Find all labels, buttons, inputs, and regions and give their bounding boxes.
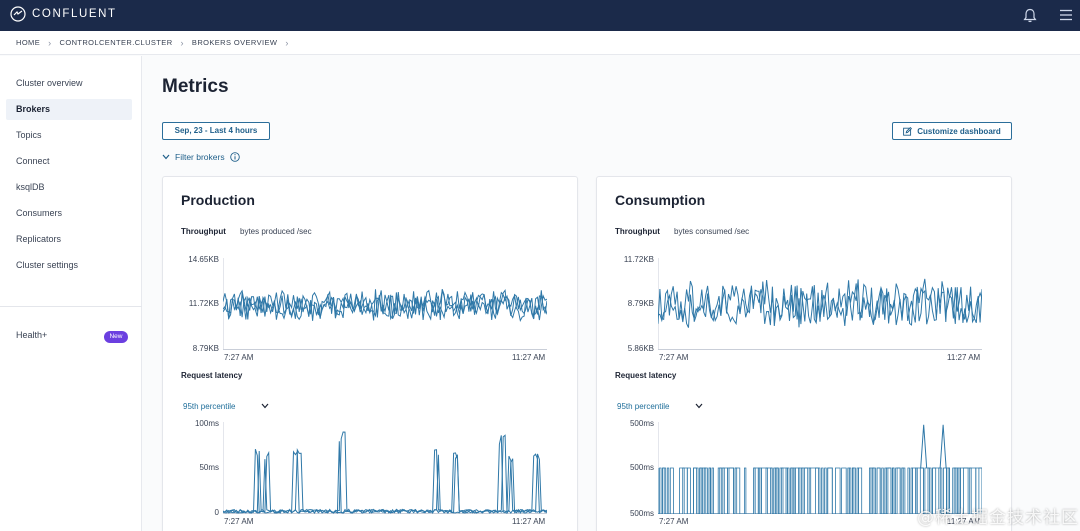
- consumption-throughput-sub: bytes consumed /sec: [674, 227, 750, 236]
- production-throughput-chart: [223, 258, 547, 350]
- sidebar-item-connect[interactable]: Connect: [16, 156, 50, 166]
- sidebar-item-consumers[interactable]: Consumers: [16, 208, 63, 218]
- consumption-latency-label: Request latency: [615, 371, 677, 380]
- chevron-down-icon: [162, 154, 170, 160]
- series-line: [223, 434, 547, 514]
- x-tick-label: 11:27 AM: [947, 353, 981, 362]
- y-tick-label: 0: [214, 508, 219, 517]
- y-tick-label: 500ms: [629, 509, 654, 518]
- production-card: Production Throughput bytes produced /se…: [162, 176, 578, 531]
- sidebar-item-cluster-overview[interactable]: Cluster overview: [16, 78, 83, 88]
- series-line: [658, 467, 982, 514]
- filter-brokers-toggle[interactable]: Filter brokers: [162, 152, 240, 162]
- sidebar-item-brokers[interactable]: Brokers: [6, 99, 132, 120]
- filter-brokers-label: Filter brokers: [175, 152, 225, 162]
- sidebar-item-ksqldb[interactable]: ksqlDB: [16, 182, 45, 192]
- series-line: [223, 288, 547, 322]
- chevron-right-icon: ›: [180, 37, 184, 48]
- new-badge: New: [104, 331, 128, 343]
- y-tick-label: 500ms: [629, 419, 654, 428]
- consumption-card: Consumption Throughput bytes consumed /s…: [596, 176, 1012, 531]
- breadcrumb-brokers-overview[interactable]: BROKERS OVERVIEW: [191, 38, 278, 47]
- production-throughput-sub: bytes produced /sec: [240, 227, 312, 236]
- chevron-down-icon[interactable]: [261, 403, 269, 409]
- production-throughput-label: Throughput: [181, 227, 226, 236]
- series-line: [658, 279, 982, 328]
- latency-spike: [939, 424, 947, 469]
- brand[interactable]: CONFLUENT: [10, 6, 117, 22]
- x-tick-label: 7:27 AM: [659, 517, 689, 526]
- y-tick-label: 8.79KB: [192, 344, 219, 353]
- breadcrumb-cluster[interactable]: CONTROLCENTER.CLUSTER: [59, 38, 173, 47]
- brand-name: CONFLUENT: [32, 8, 117, 20]
- x-tick-label: 7:27 AM: [659, 353, 689, 362]
- production-title: Production: [181, 192, 255, 208]
- sidebar: Cluster overview Brokers Topics Connect …: [0, 56, 142, 531]
- consumption-percentile-select[interactable]: 95th percentile: [617, 402, 670, 411]
- chevron-down-icon[interactable]: [695, 403, 703, 409]
- y-tick-label: 8.79KB: [627, 299, 654, 308]
- sidebar-item-replicators[interactable]: Replicators: [16, 234, 62, 244]
- top-navbar: CONFLUENT: [0, 0, 1080, 31]
- sidebar-item-cluster-settings[interactable]: Cluster settings: [16, 260, 79, 270]
- series-line: [658, 467, 982, 514]
- y-tick-label: 11.72KB: [188, 299, 219, 308]
- y-tick-label: 50ms: [199, 463, 219, 472]
- latency-spike: [920, 424, 928, 469]
- watermark: @稀土掘金技术社区: [917, 508, 1079, 528]
- y-tick-label: 14.65KB: [188, 255, 219, 264]
- bell-icon[interactable]: [1023, 8, 1037, 23]
- breadcrumb-home[interactable]: HOME: [16, 38, 41, 47]
- x-tick-label: 7:27 AM: [224, 353, 254, 362]
- y-tick-label: 5.86KB: [627, 344, 654, 353]
- y-tick-label: 100ms: [194, 419, 219, 428]
- customize-dashboard-label: Customize dashboard: [917, 126, 1001, 136]
- chevron-right-icon: ›: [285, 37, 289, 48]
- x-tick-label: 11:27 AM: [947, 517, 981, 526]
- consumption-throughput-chart: [658, 258, 982, 350]
- breadcrumb: HOME › CONTROLCENTER.CLUSTER › BROKERS O…: [0, 31, 1080, 55]
- y-tick-label: 11.72KB: [623, 255, 654, 264]
- customize-dashboard-button[interactable]: Customize dashboard: [892, 122, 1012, 140]
- time-range-button[interactable]: Sep, 23 - Last 4 hours: [162, 122, 270, 140]
- y-tick-label: 500ms: [629, 463, 654, 472]
- consumption-throughput-label: Throughput: [615, 227, 660, 236]
- x-tick-label: 7:27 AM: [224, 517, 254, 526]
- hamburger-menu-icon[interactable]: [1059, 8, 1073, 22]
- consumption-title: Consumption: [615, 192, 706, 208]
- series-line: [223, 289, 547, 321]
- chevron-right-icon: ›: [48, 37, 52, 48]
- x-tick-label: 11:27 AM: [512, 353, 546, 362]
- series-line: [223, 435, 547, 514]
- production-percentile-select[interactable]: 95th percentile: [183, 402, 236, 411]
- production-latency-chart: [223, 422, 547, 514]
- page-title: Metrics: [162, 76, 229, 97]
- consumption-latency-chart: [658, 422, 982, 514]
- confluent-logo-icon: [10, 6, 26, 22]
- series-line: [658, 278, 982, 327]
- production-latency-label: Request latency: [181, 371, 243, 380]
- x-tick-label: 11:27 AM: [512, 517, 546, 526]
- info-icon[interactable]: [229, 152, 240, 162]
- sidebar-item-health-plus[interactable]: Health+: [16, 330, 48, 340]
- edit-icon: [903, 126, 913, 136]
- sidebar-divider: [0, 306, 142, 307]
- sidebar-item-topics[interactable]: Topics: [16, 130, 42, 140]
- series-line: [223, 289, 547, 321]
